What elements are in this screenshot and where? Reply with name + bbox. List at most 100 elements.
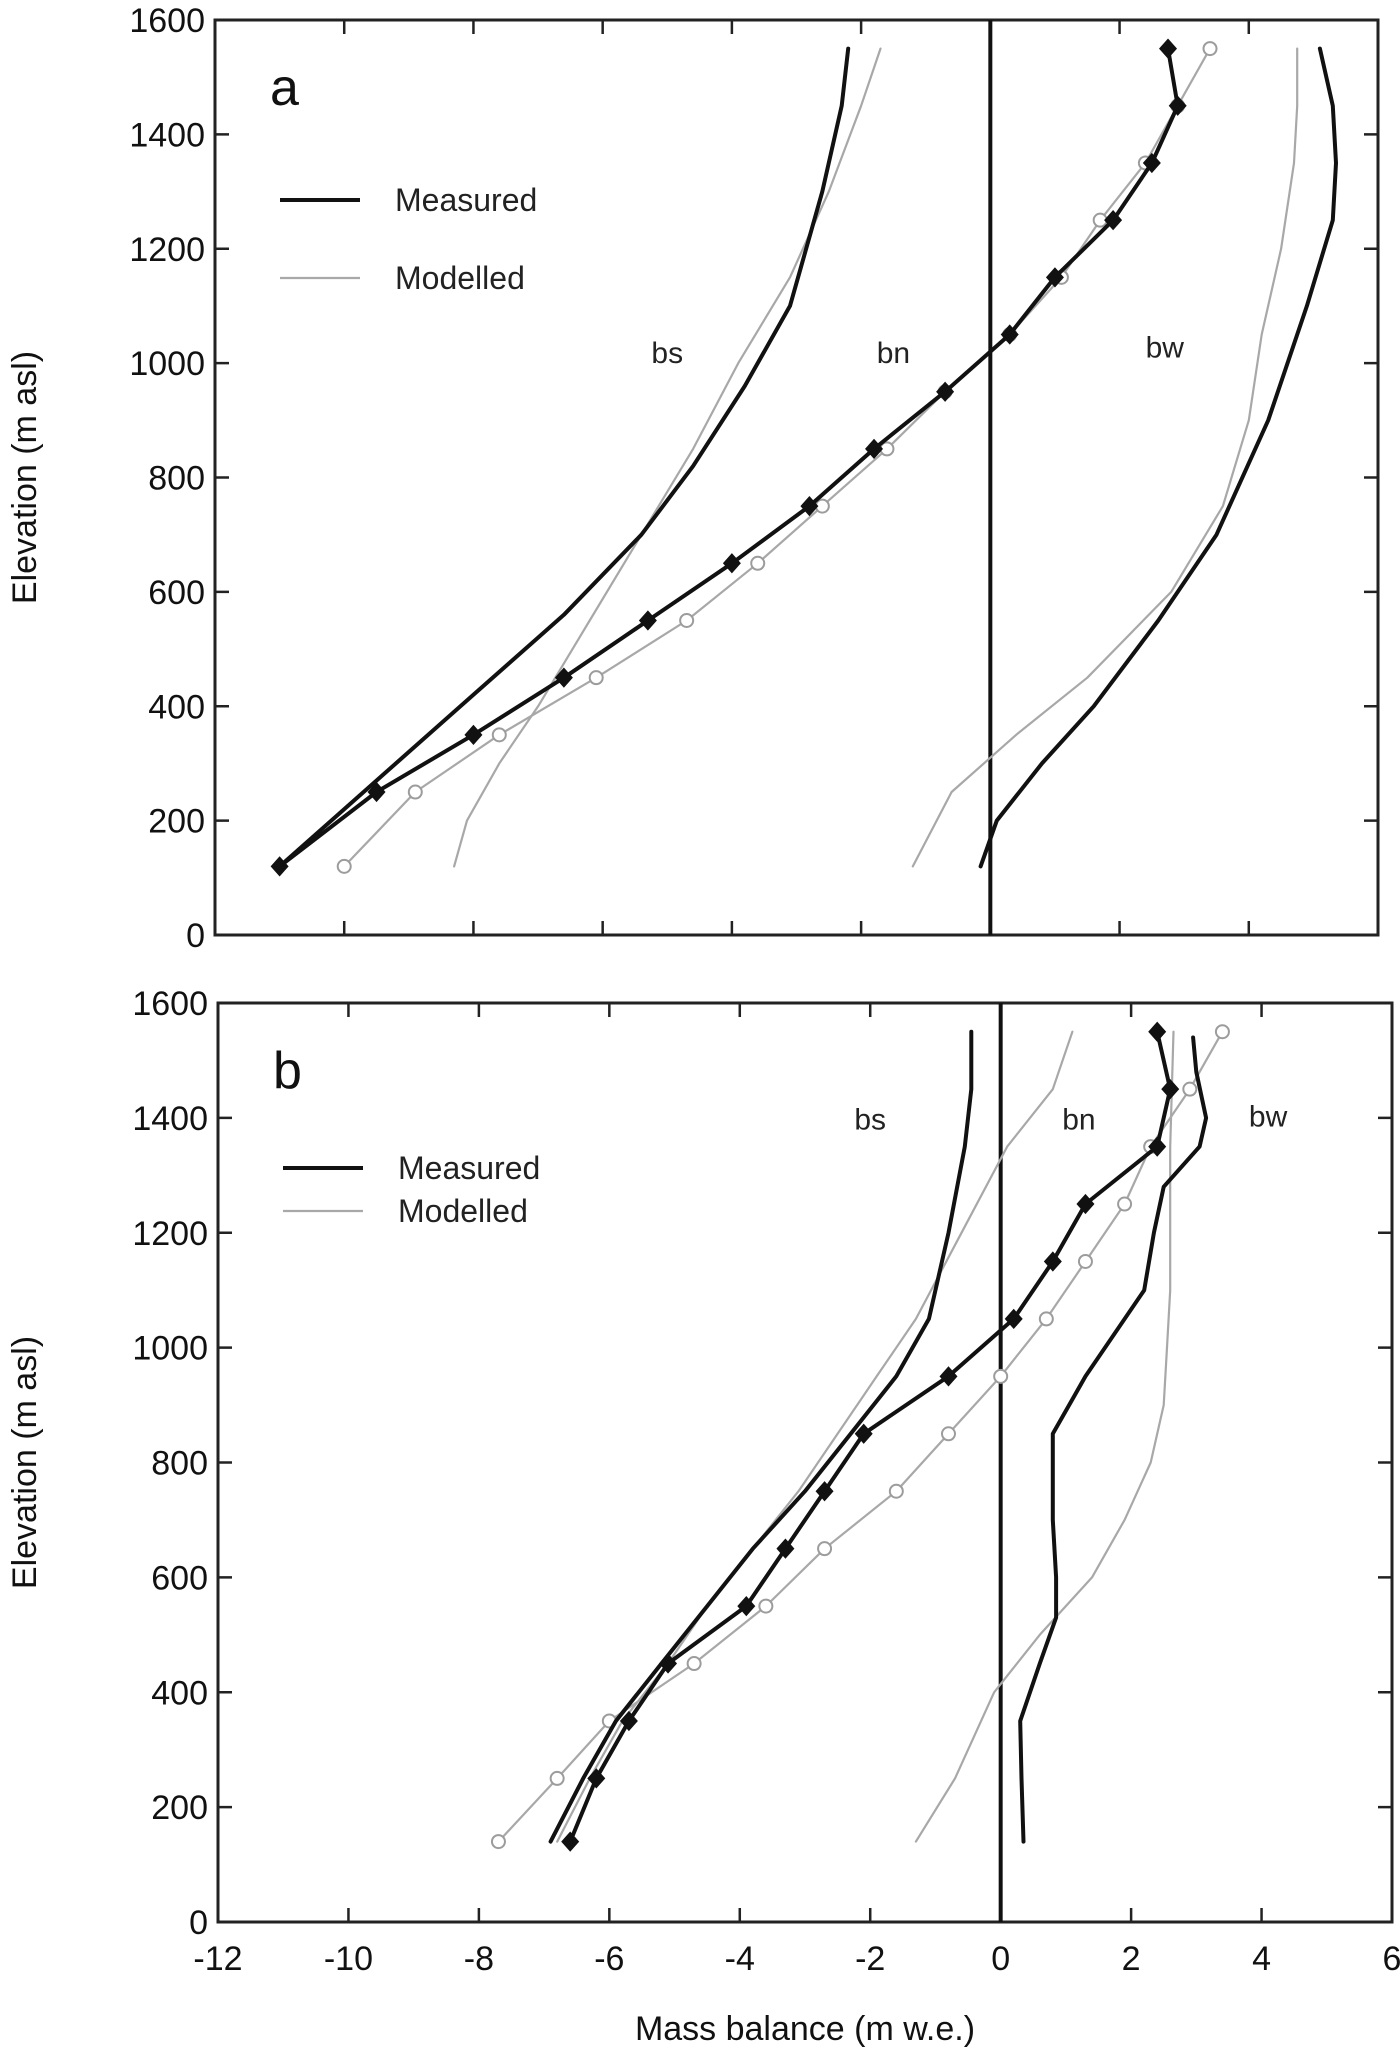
legend-label-modelled: Modelled [398,1193,528,1229]
x-tick-label: 6 [1383,1940,1400,1978]
bn-modelled-point [336,858,352,874]
y-tick-label: 600 [151,1559,208,1597]
bn-measured-line [568,1029,1173,1844]
bn-measured-point [1004,1308,1023,1330]
legend-label-measured: Measured [395,182,537,218]
bn-measured-point [587,1768,606,1789]
bn-modelled-point [490,1834,506,1850]
bn-modelled-point [750,555,766,571]
x-tick-label: -8 [464,1940,494,1978]
y-axis-title: Elevation (m asl) [6,1336,44,1589]
bn-measured-point [1159,38,1178,59]
y-tick-label: 1400 [129,116,205,154]
bn-measured-point [464,724,483,745]
y-tick-label: 600 [148,574,205,612]
bn-modelled-point [888,1483,904,1499]
y-tick-label: 1600 [129,2,205,40]
y-tick-label: 1000 [132,1330,208,1368]
bn-modelled-point [1038,1311,1054,1327]
plot-frame [213,18,1380,937]
bn-modelled-point [679,612,695,628]
bw-modelled-line [911,47,1299,868]
bn-measured-point [1076,1193,1095,1215]
bn-modelled-point [993,1368,1009,1384]
bn-modelled-point [758,1598,774,1614]
bn-measured-point [638,610,657,631]
y-tick-label: 1200 [132,1215,208,1253]
bn-measured-point [800,495,819,517]
x-tick-label: -10 [324,1940,373,1978]
y-tick-label: 200 [148,803,205,841]
y-tick-label: 400 [151,1674,208,1712]
bn-measured-point [1161,1079,1180,1100]
bn-measured-point [1045,267,1064,288]
bn-measured-point [936,381,955,402]
bn-modelled-point [1117,1196,1133,1212]
bn-measured-point [1148,1021,1167,1042]
bn-measured-point [659,1653,678,1674]
bn-modelled-point [1182,1081,1198,1097]
bn-modelled-point [491,727,507,743]
bn-modelled-point [588,670,604,686]
y-tick-label: 800 [148,460,205,498]
x-tick-label: 0 [991,1940,1010,1978]
bw-measured-line [1018,1035,1209,1844]
bn-measured-point [815,1481,834,1502]
bs-measured-line [277,46,851,869]
panel-label: b [273,1042,302,1100]
panel-a: Elevation (m asl) 0 200 400 600 800 1000 1200 1… [6,2,1380,955]
bw-modelled-line [914,1030,1175,1843]
y-tick-label: 200 [151,1789,208,1827]
bn-modelled-point [817,1541,833,1557]
bn-modelled-point [686,1656,702,1672]
bw-measured-line [978,46,1338,869]
plot-frame [216,1001,1394,1924]
x-tick-label: -2 [855,1940,885,1978]
curve-label-bn: bn [877,337,910,370]
y-tick-label: 0 [186,917,205,955]
bn-measured-line [277,46,1180,869]
bn-measured-point [619,1710,638,1732]
x-axis-title: Mass balance (m w.e.) [635,2010,975,2048]
bn-measured-point [776,1538,795,1559]
bn-measured-point [1104,210,1123,231]
bn-modelled-point [549,1770,565,1786]
x-tick-label: 2 [1122,1940,1141,1978]
bn-measured-point [561,1831,580,1852]
bn-measured-point [737,1595,756,1617]
bn-measured-point [865,438,884,460]
y-tick-label: 1400 [132,1100,208,1138]
curve-label-bs: bs [651,337,683,370]
panel-label: a [270,59,299,117]
y-tick-label: 400 [148,688,205,726]
curve-label-bs: bs [854,1103,886,1136]
curve-label-bw: bw [1146,331,1185,364]
bs-modelled-line [453,47,882,868]
bs-measured-line [548,1029,974,1844]
x-tick-label: -6 [594,1940,624,1978]
x-tick-label: 4 [1252,1940,1271,1978]
bn-measured-point [1142,152,1161,174]
bn-measured-point [1148,1136,1167,1157]
bn-measured-point [939,1366,958,1387]
panel-b: Elevation (m asl) Mass balance (m w.e.) … [6,985,1400,2048]
y-tick-label: 800 [151,1445,208,1483]
legend-label-measured: Measured [398,1150,540,1186]
bn-measured-point [270,856,289,877]
bn-modelled-point [1202,41,1218,57]
x-tick-label: -12 [193,1940,242,1978]
bn-modelled-point [940,1426,956,1442]
curve-label-bw: bw [1249,1100,1288,1133]
curve-label-bn: bn [1062,1103,1095,1136]
bn-measured-point [554,667,573,688]
bs-modelled-line [556,1030,1074,1843]
bn-measured-point [1168,95,1187,116]
bn-measured-point [722,553,741,574]
bn-measured-point [1043,1251,1062,1272]
y-tick-label: 1600 [132,985,208,1023]
bn-modelled-point [1214,1024,1230,1040]
bn-measured-point [367,781,386,803]
y-tick-label: 1000 [129,345,205,383]
bn-measured-point [854,1423,873,1444]
